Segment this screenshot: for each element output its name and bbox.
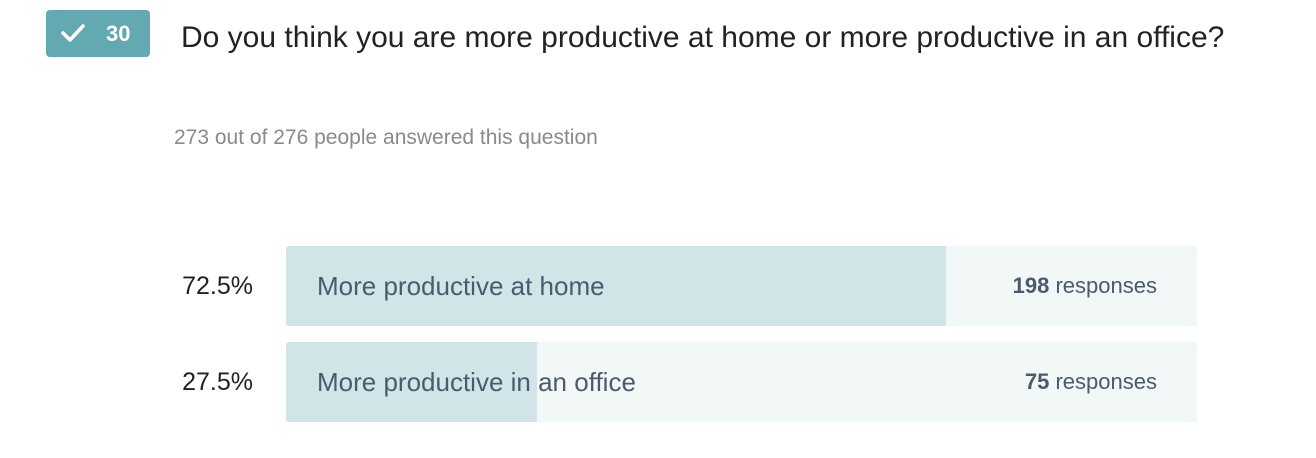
bar-track: More productive at home 198 responses xyxy=(286,246,1197,326)
percent-label: 27.5% xyxy=(182,368,253,396)
result-row: 27.5% More productive in an office 75 resp… xyxy=(0,342,1316,422)
bar-fill xyxy=(286,246,947,326)
option-label: More productive at home xyxy=(317,271,605,301)
question-number: 30 xyxy=(106,21,131,46)
count-unit: responses xyxy=(1055,273,1157,298)
answered-note: 273 out of 276 people answered this ques… xyxy=(174,126,598,149)
question-badge: 30 xyxy=(46,10,150,57)
bar-fill xyxy=(286,342,537,422)
count-number: 198 xyxy=(1012,273,1050,298)
response-count: 198 responses xyxy=(1013,246,1157,326)
count-number: 75 xyxy=(1024,369,1050,394)
percent-label: 72.5% xyxy=(182,272,253,300)
result-row: 72.5% More productive at home 198 response… xyxy=(0,246,1316,326)
question-title: Do you think you are more productive at … xyxy=(181,21,1225,54)
count-unit: responses xyxy=(1055,369,1157,394)
bar-track: More productive in an office 75 responses xyxy=(286,342,1197,422)
check-icon xyxy=(61,24,85,42)
option-label: More productive in an office xyxy=(317,367,636,397)
response-count: 75 responses xyxy=(1025,342,1157,422)
